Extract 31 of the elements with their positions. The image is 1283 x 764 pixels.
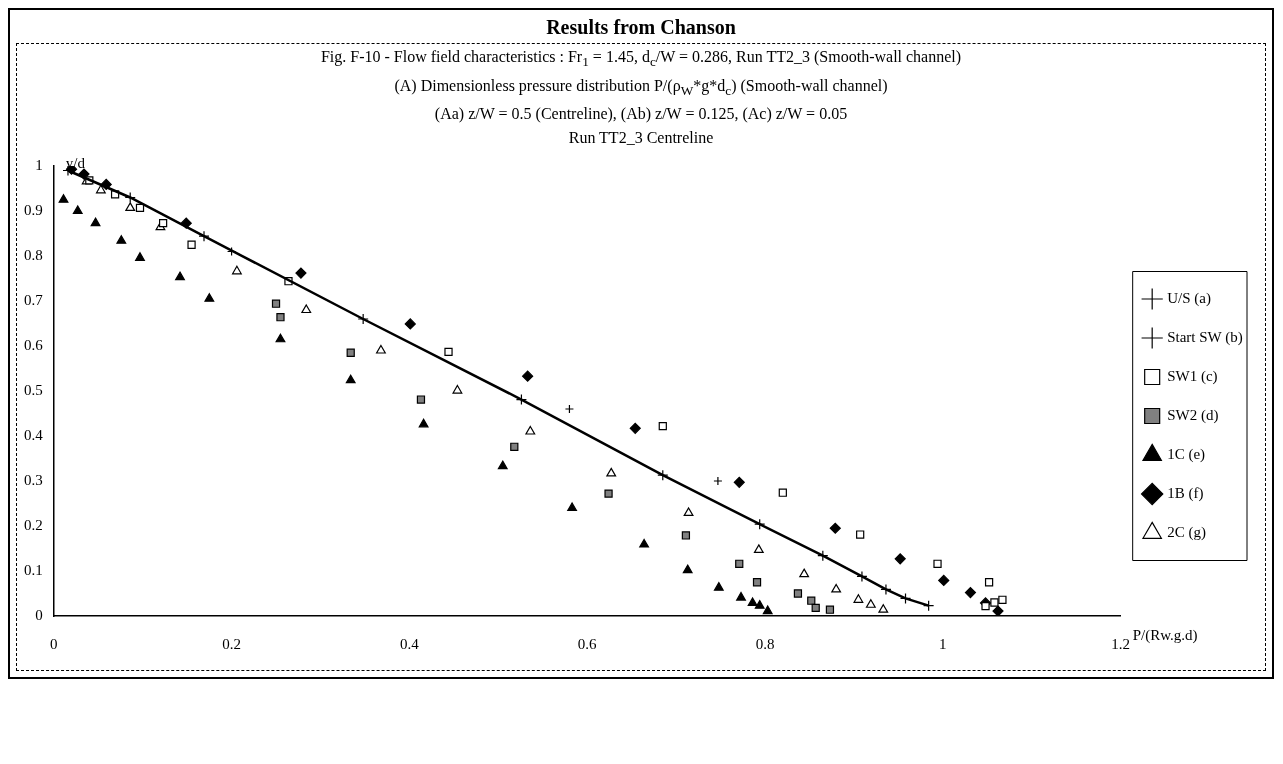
x-tick-label: 0.6 (577, 636, 598, 653)
y-tick-label: 0.9 (24, 202, 43, 219)
x-axis-title: P/(Rw.g.d) (1132, 627, 1198, 645)
text: Run TT2_3 Centreline (567, 128, 715, 149)
x-tick-label: 1.2 (1111, 636, 1131, 653)
legend-label: 1B (f) (1167, 485, 1204, 503)
y-tick-label: 0.6 (24, 337, 44, 354)
legend-label: Start SW (b) (1167, 329, 1243, 347)
legend-label: SW2 (d) (1167, 407, 1219, 425)
y-tick-label: 1 (35, 157, 43, 174)
x-tick-label: 1 (939, 636, 947, 653)
chart-title: Results from Chanson (545, 15, 737, 40)
text: (Aa) z/W = 0.5 (Centreline), (Ab) z/W = 0.125, (Ac) z/W = 0.05 (433, 104, 849, 125)
legend-label: SW1 (c) (1167, 368, 1218, 386)
text: (A) Dimensionless pressure distribution P/(ρ$_{W}$*g*d$_{c}$) (Smooth-wall channel) (393, 76, 889, 101)
y-tick-label: 0.5 (24, 382, 43, 399)
x-tick-label: 0.4 (400, 636, 420, 653)
x-tick-label: 0 (50, 636, 58, 653)
y-tick-label: 0.7 (24, 292, 44, 309)
y-tick-label: 0.8 (24, 247, 43, 264)
y-tick-label: 0.4 (24, 427, 44, 444)
legend-label: U/S (a) (1167, 290, 1211, 308)
legend-label: 2C (g) (1167, 524, 1206, 542)
x-tick-label: 0.8 (755, 636, 775, 653)
legend-label: 1C (e) (1167, 446, 1206, 464)
y-tick-label: 0.1 (24, 562, 43, 579)
x-tick-label: 0.2 (222, 636, 241, 653)
y-tick-label: 0 (35, 607, 43, 624)
y-tick-label: 0.3 (24, 472, 43, 489)
y-tick-label: 0.2 (24, 517, 43, 534)
chart-subtitle: Fig. F-10 - Flow field characteristics : Fr$_{1}$ = 1.45, d$_{c}$/W = 0.286, Run TT2_3 (Smooth-wall channel) (319, 47, 963, 72)
